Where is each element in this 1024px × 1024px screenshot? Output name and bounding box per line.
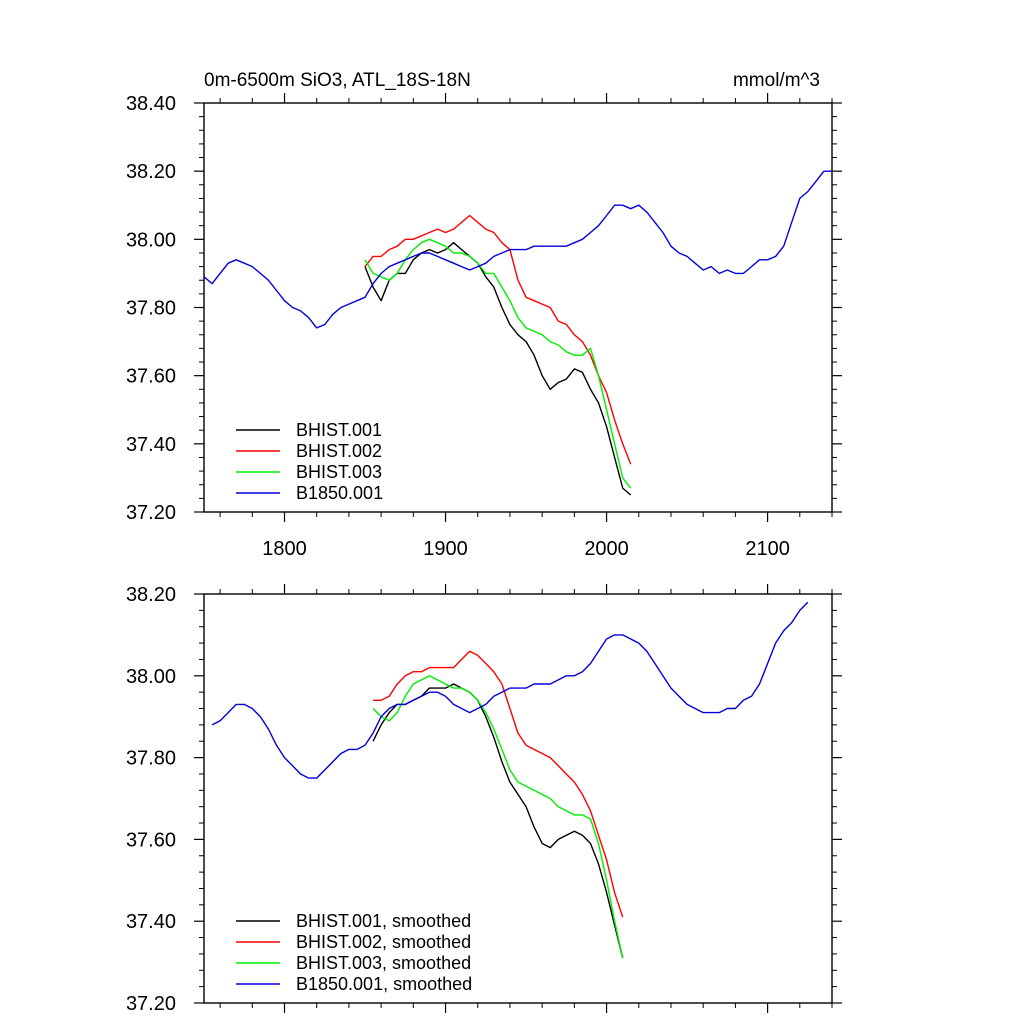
y-tick-label: 37.60 [126, 829, 176, 851]
chart-top: 0m-6500m SiO3, ATL_18S-18N mmol/m^3 1800… [126, 70, 842, 560]
legend-label: BHIST.001, smoothed [296, 911, 471, 931]
legend-label: B1850.001, smoothed [296, 974, 472, 994]
y-tick-label: 38.00 [126, 229, 176, 251]
series-line [372, 675, 624, 959]
chart-bottom-marks: 37.20 37.40 37.60 37.80 38.00 38.20 BHIST.001,… [126, 584, 842, 1015]
legend-label: BHIST.003 [296, 462, 382, 482]
chart-top-marks: 1800 1900 2000 2100 37.20 37.40 37.60 37.80 38.0… [126, 93, 842, 560]
legend-label: BHIST.002 [296, 441, 382, 461]
series-line [211, 601, 809, 779]
series-line [364, 238, 632, 489]
y-tick-label: 37.40 [126, 434, 176, 456]
y-tick-label: 37.40 [126, 911, 176, 933]
series-line [204, 170, 832, 329]
legend-label: BHIST.001 [296, 420, 382, 440]
y-tick-label: 37.80 [126, 748, 176, 770]
x-tick-label: 2000 [584, 538, 629, 560]
x-tick-label: 2100 [745, 538, 790, 560]
chart-title: 0m-6500m SiO3, ATL_18S-18N [204, 70, 471, 91]
series-line [373, 650, 624, 918]
series-line [364, 214, 632, 465]
legend-label: BHIST.003, smoothed [296, 953, 471, 973]
legend-label: B1850.001 [296, 483, 383, 503]
y-tick-label: 38.40 [126, 93, 176, 115]
legend-label: BHIST.002, smoothed [296, 932, 471, 952]
y-tick-label: 38.20 [126, 161, 176, 183]
series-line [364, 242, 632, 496]
x-tick-label: 1800 [262, 538, 307, 560]
y-tick-label: 37.80 [126, 298, 176, 320]
plot-frame [203, 593, 833, 1004]
chart-bottom: 37.20 37.40 37.60 37.80 38.00 38.20 BHIST.001,… [126, 584, 842, 1015]
y-tick-label: 38.00 [126, 666, 176, 688]
y-tick-label: 38.20 [126, 584, 176, 606]
x-tick-label: 1900 [423, 538, 468, 560]
y-tick-label: 37.60 [126, 366, 176, 388]
y-tick-label: 37.20 [126, 993, 176, 1015]
y-tick-label: 37.20 [126, 502, 176, 524]
chart-units: mmol/m^3 [733, 70, 820, 91]
